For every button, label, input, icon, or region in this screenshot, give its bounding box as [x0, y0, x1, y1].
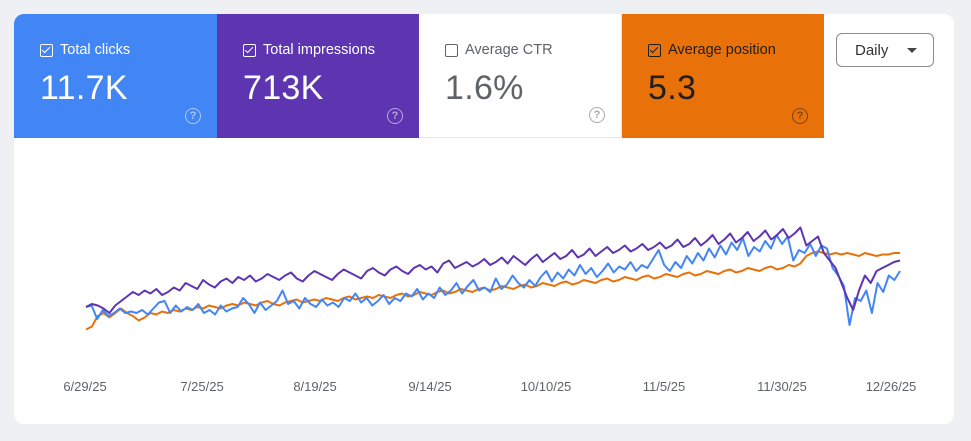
help-icon[interactable]: ? [185, 108, 201, 124]
metric-tile-total-impressions[interactable]: Total impressions 713K ? [217, 14, 419, 138]
metric-label: Total impressions [263, 42, 376, 58]
x-tick-label: 6/29/25 [63, 379, 106, 394]
metric-tiles: Total clicks 11.7K ? Total impressions 7… [14, 14, 824, 138]
x-tick-label: 11/30/25 [757, 379, 807, 394]
x-tick-label: 10/10/25 [521, 379, 572, 394]
checkbox-icon[interactable] [445, 43, 458, 57]
metric-label: Total clicks [60, 42, 131, 58]
metric-value: 5.3 [648, 69, 697, 107]
x-tick-label: 12/26/25 [866, 379, 917, 394]
metric-header: Average CTR [445, 42, 621, 58]
series-line-clicks [85, 234, 901, 326]
help-icon[interactable]: ? [387, 108, 403, 124]
x-tick-label: 11/5/25 [643, 379, 685, 394]
checkbox-icon[interactable] [40, 43, 53, 57]
x-tick-label: 8/19/25 [293, 379, 336, 394]
metric-value: 1.6% [445, 69, 524, 107]
help-icon[interactable]: ? [792, 108, 808, 124]
metric-tile-average-position[interactable]: Average position 5.3 ? [622, 14, 824, 138]
period-dropdown[interactable]: Daily [836, 33, 934, 67]
metric-label: Average CTR [465, 42, 553, 58]
metric-tile-total-clicks[interactable]: Total clicks 11.7K ? [14, 14, 217, 138]
series-line-impressions [85, 226, 901, 314]
metric-header: Total clicks [40, 42, 217, 58]
performance-card: Total clicks 11.7K ? Total impressions 7… [14, 14, 954, 424]
metric-tile-average-ctr[interactable]: Average CTR 1.6% ? [419, 14, 622, 138]
period-dropdown-label: Daily [855, 41, 889, 59]
checkbox-icon[interactable] [648, 43, 661, 57]
performance-chart: 6/29/25 7/25/25 8/19/25 9/14/25 10/10/25 11/5… [63, 226, 916, 394]
chart-series [85, 226, 901, 331]
metric-value: 11.7K [40, 69, 128, 107]
metric-label: Average position [668, 42, 776, 58]
checkbox-icon[interactable] [243, 43, 256, 57]
metric-header: Total impressions [243, 42, 419, 58]
help-icon[interactable]: ? [589, 107, 605, 123]
caret-down-icon [907, 48, 917, 53]
chart-x-ticks: 6/29/25 7/25/25 8/19/25 9/14/25 10/10/25 11/5… [63, 379, 916, 394]
metric-value: 713K [243, 69, 324, 107]
x-tick-label: 9/14/25 [408, 379, 451, 394]
metric-header: Average position [648, 42, 824, 58]
x-tick-label: 7/25/25 [180, 379, 223, 394]
